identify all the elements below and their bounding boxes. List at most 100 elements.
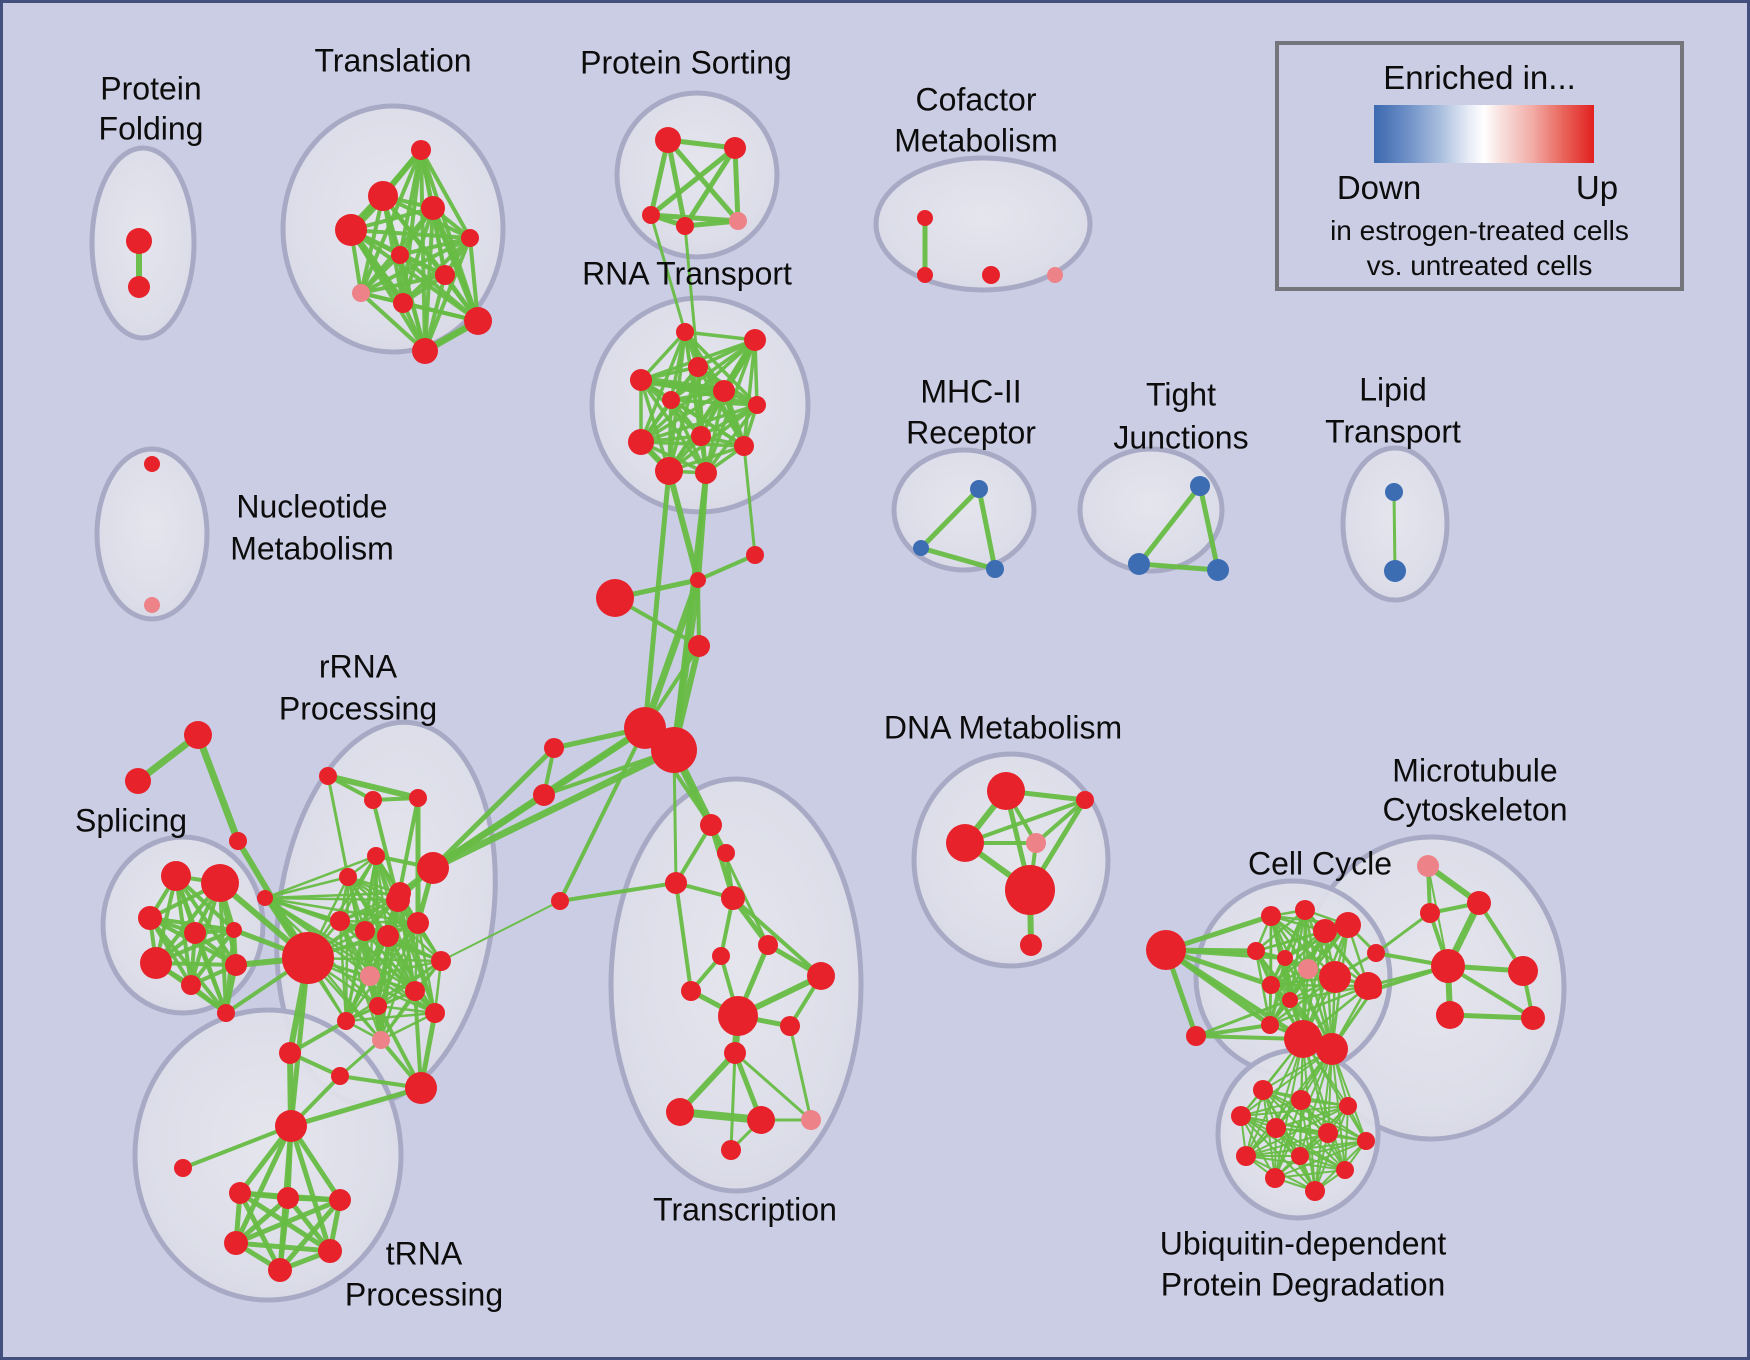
node-t8 xyxy=(393,293,413,313)
node-ccH2 xyxy=(1316,1033,1348,1065)
node-rrP2 xyxy=(372,1031,390,1049)
node-t9 xyxy=(464,307,492,335)
cluster-ellipse-tight-junctions xyxy=(1077,446,1225,574)
edge-ccH2-ub10 xyxy=(1331,1048,1346,1171)
edge-rt6-rt8 xyxy=(639,403,759,444)
node-l0 xyxy=(1385,483,1403,501)
node-ccL xyxy=(1146,930,1186,970)
node-c3 xyxy=(1047,267,1063,283)
edge-rt8-rt9 xyxy=(639,440,746,448)
edge-rr10-rr15 xyxy=(344,898,400,1023)
edge-j0-j1 xyxy=(1136,483,1203,567)
node-mt0 xyxy=(1420,903,1440,923)
cluster-label-nucleotide-metabolism-line2: Metabolism xyxy=(230,530,394,566)
edge-t6-t10 xyxy=(423,273,447,353)
node-ub4 xyxy=(1266,1118,1286,1138)
edge-ccH2-ub9 xyxy=(1274,1048,1333,1179)
edge-rr7-rr15 xyxy=(344,875,350,1023)
nodes-layer xyxy=(125,127,1545,1282)
cluster-label-microtubule-cytoskeleton-line1: Microtubule xyxy=(1392,752,1557,788)
node-pf1 xyxy=(128,276,150,298)
cluster-label-cell-cycle-line1: Cell Cycle xyxy=(1248,845,1392,881)
node-rr10 xyxy=(386,888,410,912)
node-hubB xyxy=(651,727,697,773)
cluster-label-ubiquitin-degradation-line2: Protein Degradation xyxy=(1161,1266,1446,1302)
node-dm4 xyxy=(1005,865,1055,915)
cluster-ellipse-nucleotide-metabolism xyxy=(94,446,210,622)
legend-up-label: Up xyxy=(1575,169,1619,206)
node-cc6 xyxy=(1277,950,1293,966)
edge-txL-rr11 xyxy=(440,900,561,962)
node-mt5 xyxy=(1508,956,1538,986)
node-mt6 xyxy=(1521,1006,1545,1030)
node-rr4 xyxy=(407,912,429,934)
node-ub1 xyxy=(1291,1090,1311,1110)
node-cc10 xyxy=(1261,1016,1279,1034)
node-rt10 xyxy=(655,457,683,485)
edge-ub8-ub9 xyxy=(1274,1140,1367,1179)
legend-gradient-bar xyxy=(1374,105,1594,163)
edge-mid1-mid2 xyxy=(696,553,757,582)
node-mt4 xyxy=(1436,1001,1464,1029)
edge-ub6-ub8 xyxy=(1245,1140,1367,1157)
edge-ccH2-ub8 xyxy=(1331,1048,1367,1142)
node-cc4 xyxy=(1335,912,1361,938)
node-t10 xyxy=(412,338,438,364)
edge-rr17-trh xyxy=(288,1085,424,1129)
edge-s2-rt0 xyxy=(649,213,687,334)
node-cc8 xyxy=(1262,976,1280,994)
edge-mid2-rt9 xyxy=(742,444,757,557)
edge-rr4-rr16 xyxy=(416,921,437,1015)
edge-rt0-rt1 xyxy=(683,330,757,342)
node-ub10 xyxy=(1336,1161,1354,1179)
node-rrA xyxy=(417,852,449,884)
node-mid5 xyxy=(533,784,555,806)
node-tx9 xyxy=(780,1016,800,1036)
edge-rt0-rt8 xyxy=(639,330,687,444)
cluster-label-protein-folding-line2: Folding xyxy=(99,110,204,146)
node-cc9 xyxy=(1282,992,1298,1008)
cluster-label-microtubule-cytoskeleton-line2: Cytoskeleton xyxy=(1383,791,1568,827)
edge-rt3-rt10 xyxy=(639,378,671,473)
edge-trh-trn0 xyxy=(181,1124,293,1170)
edge-rt1-rt9 xyxy=(742,338,757,448)
edge-rrbig-trh xyxy=(288,955,311,1129)
edge-ccH1-ub8 xyxy=(1302,1038,1367,1142)
node-s1 xyxy=(724,137,746,159)
edge-t2-t9 xyxy=(431,206,480,323)
node-trn3 xyxy=(329,1189,351,1211)
node-mtP xyxy=(1417,855,1439,877)
node-rr7 xyxy=(339,868,357,886)
node-tx12 xyxy=(747,1106,775,1134)
node-n1 xyxy=(144,597,160,613)
node-s4 xyxy=(729,212,747,230)
node-rr1 xyxy=(330,911,350,931)
node-rrbig xyxy=(282,932,334,984)
node-n0 xyxy=(144,456,160,472)
edge-mid1-hubA xyxy=(641,576,702,732)
node-sp6 xyxy=(181,975,201,995)
edge-rr18-rrP2 xyxy=(338,1038,383,1078)
edge-t3-t9 xyxy=(349,228,480,323)
edge-hubB-rrA xyxy=(429,746,678,872)
edge-cc1-cc12 xyxy=(1269,914,1370,988)
node-sp1 xyxy=(201,864,239,902)
edge-dm1-dm3 xyxy=(1034,798,1087,845)
node-c0 xyxy=(917,210,933,226)
cluster-label-transcription-line1: Transcription xyxy=(653,1191,837,1227)
node-txL xyxy=(551,892,569,910)
edge-t7-t10 xyxy=(359,291,427,353)
node-mid1 xyxy=(690,572,706,588)
node-s2 xyxy=(642,206,660,224)
edge-hubA-txL xyxy=(558,726,647,903)
node-ub8 xyxy=(1357,1132,1375,1150)
node-rt1 xyxy=(744,329,766,351)
node-j2 xyxy=(1207,559,1229,581)
node-pf0 xyxy=(126,228,152,254)
node-trn5 xyxy=(318,1239,342,1263)
edge-s0-s3 xyxy=(665,137,688,229)
node-mid4 xyxy=(544,738,564,758)
node-tx10 xyxy=(724,1042,746,1064)
edge-cc6-ccH2 xyxy=(1283,956,1334,1051)
edge-m0-m2 xyxy=(976,486,998,572)
